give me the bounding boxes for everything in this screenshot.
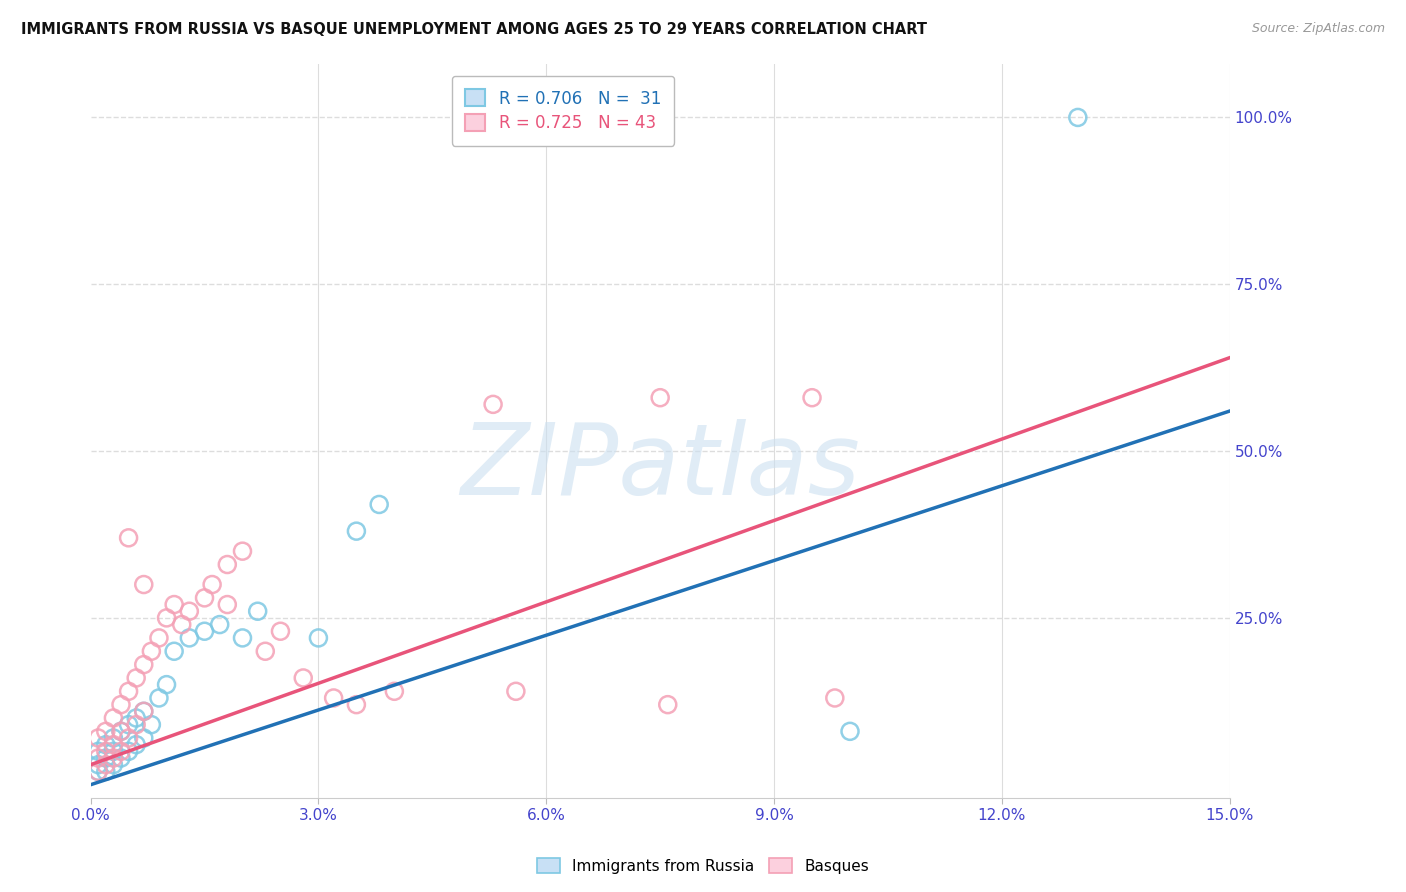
Point — [179, 604, 201, 618]
Point — [344, 524, 367, 538]
Point — [132, 731, 155, 745]
Point — [148, 631, 170, 645]
Point — [824, 690, 846, 705]
Text: ZIPatlas: ZIPatlas — [460, 419, 860, 516]
Point — [103, 744, 125, 758]
Point — [155, 678, 177, 692]
Point — [148, 690, 170, 705]
Point — [94, 724, 117, 739]
Point — [94, 744, 117, 758]
Point — [103, 738, 125, 752]
Point — [201, 577, 224, 591]
Point — [231, 544, 253, 558]
Point — [87, 764, 110, 779]
Text: IMMIGRANTS FROM RUSSIA VS BASQUE UNEMPLOYMENT AMONG AGES 25 TO 29 YEARS CORRELAT: IMMIGRANTS FROM RUSSIA VS BASQUE UNEMPLO… — [21, 22, 927, 37]
Point — [110, 724, 132, 739]
Legend: R = 0.706   N =  31, R = 0.725   N = 43: R = 0.706 N = 31, R = 0.725 N = 43 — [453, 76, 675, 145]
Point — [269, 624, 291, 639]
Point — [839, 724, 862, 739]
Point — [292, 671, 315, 685]
Point — [110, 698, 132, 712]
Point — [155, 611, 177, 625]
Point — [368, 498, 391, 512]
Point — [208, 617, 231, 632]
Point — [132, 704, 155, 718]
Point — [657, 698, 679, 712]
Point — [322, 690, 344, 705]
Point — [110, 751, 132, 765]
Point — [94, 738, 117, 752]
Point — [217, 598, 239, 612]
Point — [505, 684, 527, 698]
Point — [125, 671, 148, 685]
Point — [193, 624, 215, 639]
Point — [231, 631, 253, 645]
Point — [1067, 111, 1090, 125]
Point — [382, 684, 405, 698]
Point — [87, 731, 110, 745]
Point — [125, 717, 148, 731]
Point — [103, 731, 125, 745]
Legend: Immigrants from Russia, Basques: Immigrants from Russia, Basques — [530, 852, 876, 880]
Point — [307, 631, 329, 645]
Point — [94, 764, 117, 779]
Point — [87, 751, 110, 765]
Point — [163, 598, 186, 612]
Point — [179, 631, 201, 645]
Point — [132, 657, 155, 672]
Point — [482, 397, 505, 411]
Point — [132, 704, 155, 718]
Point — [103, 757, 125, 772]
Point — [110, 724, 132, 739]
Point — [117, 731, 139, 745]
Point — [94, 751, 117, 765]
Point — [344, 698, 367, 712]
Point — [87, 757, 110, 772]
Point — [125, 711, 148, 725]
Point — [170, 617, 193, 632]
Text: Source: ZipAtlas.com: Source: ZipAtlas.com — [1251, 22, 1385, 36]
Point — [103, 711, 125, 725]
Point — [117, 744, 139, 758]
Point — [117, 684, 139, 698]
Point — [117, 531, 139, 545]
Point — [94, 757, 117, 772]
Point — [141, 717, 163, 731]
Point — [246, 604, 269, 618]
Point — [87, 764, 110, 779]
Point — [193, 591, 215, 605]
Point — [141, 644, 163, 658]
Point — [217, 558, 239, 572]
Point — [650, 391, 672, 405]
Point — [125, 738, 148, 752]
Point — [801, 391, 824, 405]
Point — [254, 644, 277, 658]
Point — [110, 744, 132, 758]
Point — [87, 744, 110, 758]
Point — [132, 577, 155, 591]
Point — [103, 751, 125, 765]
Point — [117, 717, 139, 731]
Point — [163, 644, 186, 658]
